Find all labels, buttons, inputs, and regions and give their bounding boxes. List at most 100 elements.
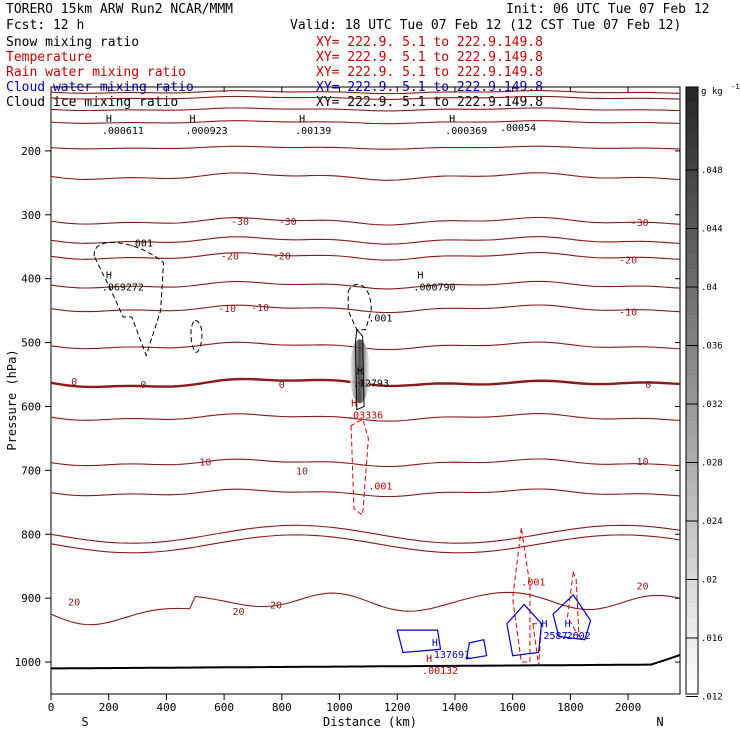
colorbar-segment <box>686 208 698 225</box>
contour-value-label: .001 <box>521 577 545 588</box>
max-value: .2587 <box>538 631 568 642</box>
rain-contour <box>350 418 369 517</box>
contour-level-label: 20 <box>270 601 282 612</box>
x-tick-label: 1000 <box>326 701 353 714</box>
colorbar-segment <box>686 344 698 361</box>
cloud-water-contour <box>506 603 543 657</box>
legend-field-xy: XY= 222.9. 5.1 to 222.9.149.8 <box>316 50 543 65</box>
colorbar-segment <box>686 132 698 149</box>
max-marker: H <box>542 619 548 630</box>
colorbar-segment <box>686 360 698 376</box>
contour-level-label: -20 <box>619 256 637 267</box>
colorbar-segment <box>686 618 698 634</box>
max-value: .12793 <box>353 379 389 390</box>
max-marker: H <box>106 114 112 125</box>
y-tick-label: 300 <box>21 209 41 222</box>
y-tick-label: 600 <box>21 400 41 413</box>
x-axis-label: Distance (km) <box>323 715 417 729</box>
legend-field-name: Rain water mixing ratio <box>6 65 186 80</box>
contour-value-label: .001 <box>368 482 392 493</box>
init-time: Init: 06 UTC Tue 07 Feb 12 <box>506 2 710 17</box>
colorbar-segment <box>686 466 698 483</box>
x-axis: 0 200 400 600 800 1000 1200 1400 1600 1800 2000 <box>48 87 641 714</box>
x-end-right: N <box>656 715 663 729</box>
max-marker: H <box>299 114 305 125</box>
max-marker: H <box>432 638 438 649</box>
contour-level-label: -20 <box>221 252 239 263</box>
contour-level-label: 20 <box>68 597 80 608</box>
cloud-ice-contour <box>93 241 165 357</box>
colorbar-tick-label: .028 <box>701 459 723 469</box>
colorbar-segment <box>686 390 698 407</box>
plot-frame <box>50 86 681 695</box>
colorbar-segment <box>686 648 698 665</box>
legend-field-name: Snow mixing ratio <box>6 35 139 50</box>
x-tick-label: 1800 <box>557 701 584 714</box>
x-tick-label: 200 <box>99 701 119 714</box>
colorbar-tick-label: .02 <box>701 576 717 586</box>
colorbar-unit: g kg <box>701 87 723 97</box>
colorbar-unit-exponent: -1 <box>731 83 739 91</box>
max-marker: H <box>351 398 357 409</box>
x-tick-label: 1600 <box>499 701 526 714</box>
contour-level-label: 0 <box>279 380 285 391</box>
x-tick-label: 600 <box>214 701 234 714</box>
cloud-water-contour <box>396 629 442 654</box>
colorbar-segment <box>686 162 698 179</box>
snow-contour <box>354 328 365 411</box>
colorbar-segment <box>686 299 698 316</box>
temperature-contour <box>50 534 681 554</box>
cloud-water-contour <box>552 594 592 641</box>
max-marker: H <box>565 619 571 630</box>
temperature-contour <box>50 252 681 261</box>
temperature-contour <box>50 95 681 100</box>
contour-value-label: .001 <box>368 313 392 324</box>
temperature-contour <box>50 172 681 181</box>
y-tick-label: 400 <box>21 273 41 286</box>
cloud-ice-contour <box>190 319 203 353</box>
colorbar-tick-label: .012 <box>701 693 723 703</box>
temperature-contour <box>50 413 681 422</box>
colorbar-segment <box>686 420 698 437</box>
temperature-contour <box>50 591 681 626</box>
legend-field-xy: XY= 222.9. 5.1 to 222.9.149.8 <box>316 35 543 50</box>
colorbar-tick-label: .04 <box>701 283 717 293</box>
max-value: .000369 <box>445 126 487 137</box>
colorbar-segment <box>686 178 698 194</box>
max-value: .00139 <box>295 126 331 137</box>
colorbar-segment <box>686 481 698 498</box>
contour-level-label: 0 <box>140 380 146 391</box>
max-value: .2602 <box>561 631 591 642</box>
x-tick-label: 400 <box>156 701 176 714</box>
colorbar-segment <box>686 375 698 391</box>
max-value: .137691 <box>428 650 470 661</box>
valid-time: Valid: 18 UTC Tue 07 Feb 12 (12 CST Tue … <box>290 18 681 33</box>
y-tick-label: 200 <box>21 145 41 158</box>
contour-level-label: 0 <box>71 377 77 388</box>
temperature-contour <box>50 524 681 544</box>
contour-level-label: -30 <box>279 217 297 228</box>
temperature-contour <box>50 90 681 95</box>
colorbar: .048 .044 .04 .036 .032 .028 .024 .02 .016 .012 g … <box>685 83 739 703</box>
max-value: .03336 <box>347 410 383 421</box>
colorbar-frame <box>685 86 699 695</box>
colorbar-segment <box>686 102 698 118</box>
y-tick-label: 1000 <box>15 656 42 669</box>
colorbar-segment <box>686 451 698 467</box>
contour-value-label: .001 <box>129 239 153 250</box>
contour-level-label: 0 <box>645 380 651 391</box>
contour-level-label: 10 <box>296 466 308 477</box>
x-tick-label: 1400 <box>442 701 469 714</box>
y-tick-label: 900 <box>21 592 41 605</box>
temperature-contour <box>50 304 681 314</box>
colorbar-tick-label: .036 <box>701 342 723 352</box>
colorbar-segment <box>686 117 698 134</box>
x-tick-label: 800 <box>272 701 292 714</box>
x-tick-label: 0 <box>48 701 55 714</box>
colorbar-segment <box>686 329 698 346</box>
contour-level-label: 20 <box>636 581 648 592</box>
colorbar-segment <box>686 557 698 574</box>
temperature-contour <box>50 458 681 468</box>
legend-field-xy: XY= 222.9. 5.1 to 222.9.149.8 <box>316 65 543 80</box>
